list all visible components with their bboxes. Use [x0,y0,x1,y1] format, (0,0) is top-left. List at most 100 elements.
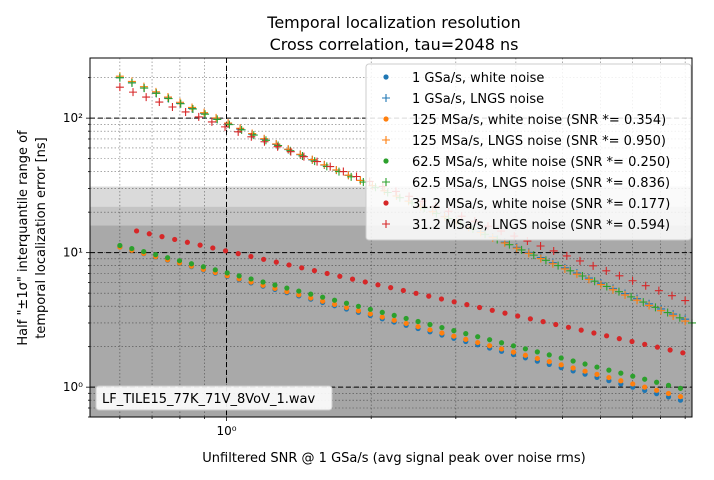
data-point [284,285,290,291]
data-point [570,365,576,371]
legend-label: 62.5 MSa/s, white noise (SNR *= 0.250) [412,155,670,170]
data-point [642,384,648,390]
legend-label: 125 MSa/s, white noise (SNR *= 0.354) [412,113,666,128]
data-point [141,248,147,255]
data-point [475,339,481,346]
data-point [284,289,290,295]
data-point [602,266,611,275]
data-point [115,83,124,92]
data-point [426,293,432,299]
data-point [415,324,421,330]
data-point [272,282,278,288]
data-point [349,276,356,282]
data-point [224,270,230,276]
data-point [534,349,540,355]
legend-marker [383,116,389,122]
data-point [188,261,195,267]
data-point [608,285,617,294]
data-point [578,272,587,281]
data-point [391,312,397,319]
data-point [427,321,433,328]
data-point [487,343,493,349]
data-point [168,103,177,112]
data-point [641,281,650,290]
data-point [553,321,559,328]
data-point [415,318,421,325]
data-point [681,296,690,305]
data-point [667,347,673,353]
data-point [489,307,495,313]
data-point [308,295,314,301]
data-point [153,252,159,258]
data-point [235,251,241,257]
data-point [594,371,600,377]
data-point [665,390,672,397]
x-tick-label: 10⁰ [216,424,236,438]
data-point [273,142,282,151]
data-point [527,316,533,322]
data-point [618,370,624,376]
data-point [562,251,571,260]
y-tick-label: 10² [63,111,83,125]
data-point [476,304,483,311]
data-point [451,328,457,334]
data-point [311,268,318,274]
data-point [621,291,630,300]
data-point [534,355,540,362]
data-point [164,255,171,261]
data-point [502,310,508,316]
data-point [200,264,206,270]
data-point [273,259,279,265]
data-point [451,299,457,305]
data-point [355,308,362,314]
data-point [639,298,648,307]
data-point [343,300,350,306]
data-point [616,336,622,342]
data-point [510,349,517,355]
data-point [629,338,635,345]
data-point [299,152,308,161]
data-point [565,324,572,330]
data-point [197,242,203,248]
data-point [578,327,584,333]
data-point [260,137,269,146]
data-point [320,298,326,304]
legend-box [365,63,692,241]
data-point [115,73,124,82]
data-point [367,306,373,312]
data-point [286,147,295,156]
data-point [142,93,151,102]
data-point [582,361,588,367]
data-point [362,279,368,285]
data-point [540,319,546,325]
data-point [546,352,552,358]
series-6 [133,228,686,356]
data-point [379,309,385,315]
data-point [438,296,445,302]
data-point [194,112,203,121]
legend-marker [383,158,389,164]
data-point [413,290,419,296]
data-point [379,314,385,320]
data-point [651,303,660,312]
data-point [367,311,373,317]
data-point [590,277,599,286]
data-point [355,303,362,309]
axis-ticks: 10⁰ 10⁰ 10¹ 10² [63,77,686,438]
data-point [680,350,686,356]
data-point [589,261,598,270]
data-point [522,352,529,358]
data-point [155,98,164,107]
data-point [549,246,558,255]
data-point [391,317,397,323]
data-point [298,151,307,160]
data-point [602,282,611,291]
data-point [498,346,505,352]
data-point [663,308,672,317]
data-point [286,262,292,268]
y-tick-label: 10⁰ [63,380,83,394]
data-point [163,93,172,102]
data-point [665,382,672,388]
data-point [248,129,257,138]
